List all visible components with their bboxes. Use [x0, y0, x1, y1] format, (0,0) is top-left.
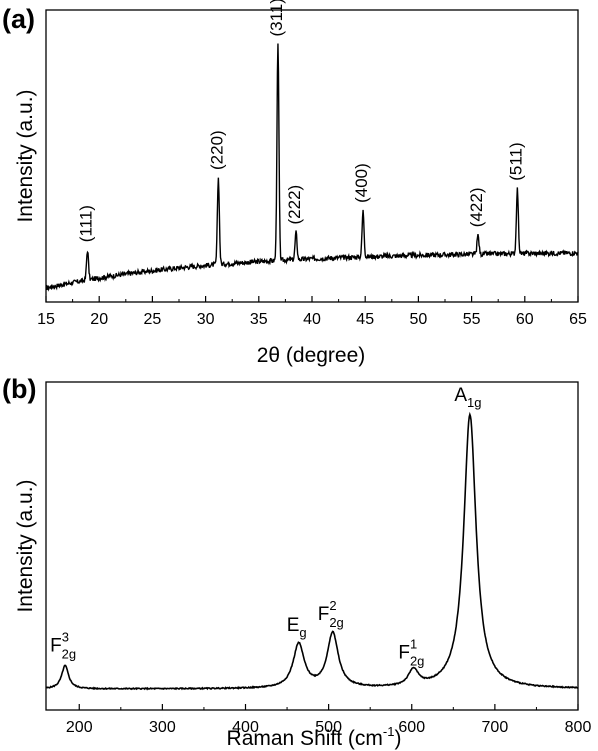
raman-peak-labels: F3 2g Eg F2 2g F1 2g A1g — [50, 385, 481, 669]
xrd-x-tick-label: 20 — [90, 311, 108, 328]
raman-x-tick-label: 500 — [315, 719, 342, 736]
xrd-peak-labels: (111) (220) (311) (222) (400) (422) (511) — [77, 0, 526, 242]
raman-x-tick-label: 700 — [482, 719, 509, 736]
xrd-x-tick-label: 60 — [516, 311, 534, 328]
xrd-peak-label: (422) — [467, 188, 486, 228]
raman-x-ticks: 200 300 400 500 600 700 800 — [66, 704, 592, 736]
raman-peak-label: A1g — [454, 385, 481, 410]
xrd-peak-label: (511) — [506, 142, 525, 180]
xrd-panel: (a) 15 20 25 30 35 40 45 50 55 60 65 (111) (220) (31… — [2, 0, 587, 367]
xrd-x-tick-label: 55 — [463, 311, 481, 328]
xrd-x-tick-label: 30 — [197, 311, 215, 328]
raman-x-axis-title-end: ) — [394, 727, 401, 750]
raman-y-axis-title: Intensity (a.u.) — [14, 479, 37, 612]
raman-peak-label: F2 2g — [318, 598, 344, 630]
xrd-peak-label: (311) — [267, 0, 286, 37]
xrd-peak-label: (111) — [77, 205, 96, 242]
xrd-x-tick-label: 50 — [410, 311, 428, 328]
xrd-x-tick-label: 65 — [569, 311, 587, 328]
xrd-x-ticks: 15 20 25 30 35 40 45 50 55 60 65 — [37, 296, 587, 328]
raman-x-tick-label: 400 — [232, 719, 259, 736]
raman-peak-label: F1 2g — [398, 637, 424, 669]
xrd-peak-label: (222) — [285, 185, 304, 225]
raman-x-tick-label: 600 — [398, 719, 425, 736]
xrd-y-axis-title: Intensity (a.u.) — [14, 89, 37, 222]
xrd-pattern-line — [45, 43, 579, 292]
raman-x-axis-title-main: Raman Shift (cm — [227, 727, 383, 750]
panel-b-label: (b) — [2, 374, 36, 404]
xrd-x-tick-label: 35 — [250, 311, 268, 328]
raman-x-tick-label: 200 — [66, 719, 93, 736]
panel-a-label: (a) — [2, 4, 35, 34]
raman-x-tick-label: 300 — [149, 719, 176, 736]
raman-x-axis-title: Raman Shift (cm-1) — [227, 724, 402, 750]
xrd-x-tick-label: 40 — [303, 311, 321, 328]
raman-spectrum-line — [45, 411, 579, 691]
xrd-x-tick-label: 15 — [37, 311, 55, 328]
xrd-x-tick-label: 45 — [356, 311, 374, 328]
raman-x-axis-title-sup: -1 — [383, 724, 395, 739]
raman-peak-label: Eg — [287, 615, 307, 640]
raman-x-tick-label: 800 — [565, 719, 592, 736]
xrd-x-axis-title: 2θ (degree) — [257, 344, 366, 367]
xrd-peak-label: (400) — [352, 163, 371, 203]
xrd-x-tick-label: 25 — [144, 311, 162, 328]
raman-plot-frame — [45, 381, 579, 711]
raman-panel: (b) 200 300 400 500 600 700 800 F3 2g Eg F2 2g F1 2g… — [2, 374, 591, 750]
xrd-peak-label: (220) — [207, 130, 226, 170]
raman-peak-label: F3 2g — [50, 630, 76, 662]
